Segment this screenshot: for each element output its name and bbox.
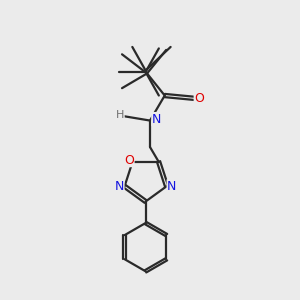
Text: O: O [124, 154, 134, 166]
Text: N: N [152, 112, 161, 126]
Text: N: N [167, 180, 177, 193]
Text: O: O [194, 92, 204, 105]
Text: N: N [115, 180, 124, 193]
Text: H: H [116, 110, 124, 120]
